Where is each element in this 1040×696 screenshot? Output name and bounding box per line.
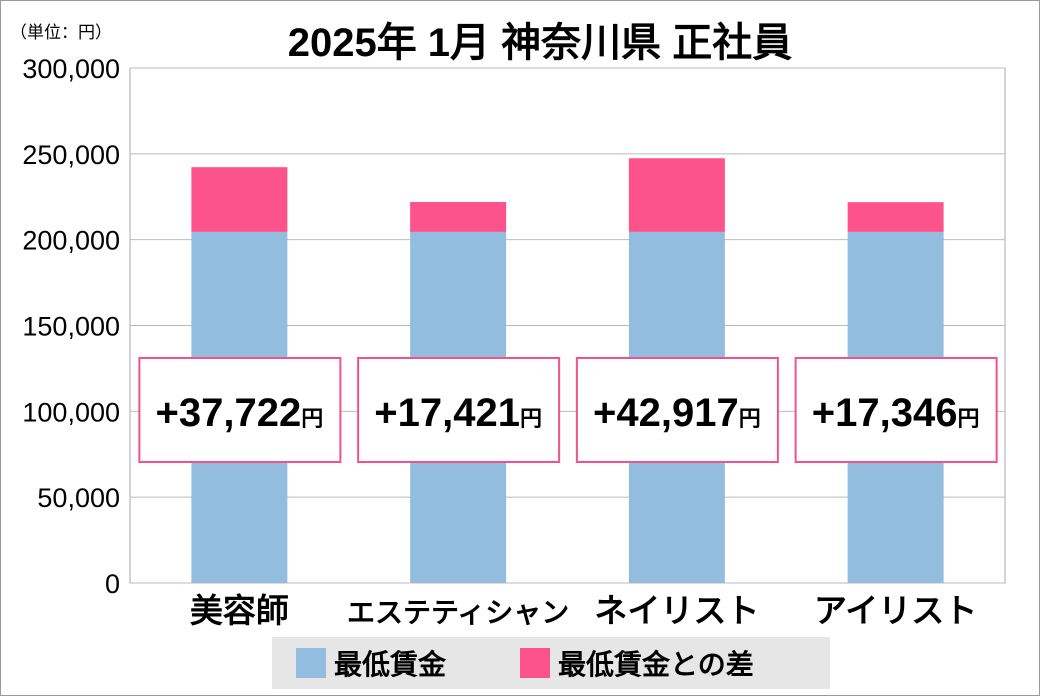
data-label-unit: 円 [520, 406, 542, 431]
x-category-label: 美容師 [190, 592, 289, 629]
x-category-label: アイリスト [814, 592, 977, 629]
bar-difference [847, 202, 944, 232]
bar-difference [628, 158, 725, 232]
bar-difference [410, 202, 507, 232]
data-label-unit: 円 [957, 406, 979, 431]
x-category-label: ネイリスト [594, 592, 759, 629]
data-label-value: +42,917 [593, 391, 739, 435]
legend [272, 637, 830, 689]
chart-title: 2025年 1月 神奈川県 正社員 [288, 21, 793, 65]
data-label: +17,346円 [794, 357, 998, 463]
legend-label: 最低賃金 [334, 648, 447, 680]
y-tick-label: 300,000 [22, 54, 120, 84]
data-label: +37,722円 [138, 357, 342, 463]
data-label-box [575, 357, 779, 463]
data-label: +17,421円 [357, 357, 561, 463]
unit-label: （単位：円） [10, 23, 112, 42]
data-label-text: +17,346円 [812, 391, 980, 435]
data-label-unit: 円 [301, 406, 323, 431]
legend-swatch [296, 648, 326, 678]
data-label-box [357, 357, 561, 463]
data-label-text: +17,421円 [374, 391, 542, 435]
y-tick-label: 250,000 [22, 140, 120, 170]
data-label-box [794, 357, 998, 463]
y-tick-label: 100,000 [22, 397, 120, 427]
y-tick-label: 200,000 [22, 226, 120, 256]
legend-swatch [520, 648, 550, 678]
x-category-label: エステティシャン [347, 597, 569, 628]
y-tick-label: 50,000 [37, 483, 120, 513]
data-label-box [138, 357, 342, 463]
data-label-value: +17,421 [374, 391, 520, 435]
data-label-text: +42,917円 [593, 391, 761, 435]
legend-label: 最低賃金との差 [558, 648, 754, 680]
y-tick-label: 150,000 [22, 312, 120, 342]
data-label-text: +37,722円 [156, 391, 324, 435]
data-label-value: +37,722 [156, 391, 302, 435]
bar-difference [191, 167, 288, 232]
data-label: +42,917円 [575, 357, 779, 463]
data-label-value: +17,346 [812, 391, 958, 435]
data-label-unit: 円 [739, 406, 761, 431]
y-tick-label: 0 [105, 569, 120, 599]
